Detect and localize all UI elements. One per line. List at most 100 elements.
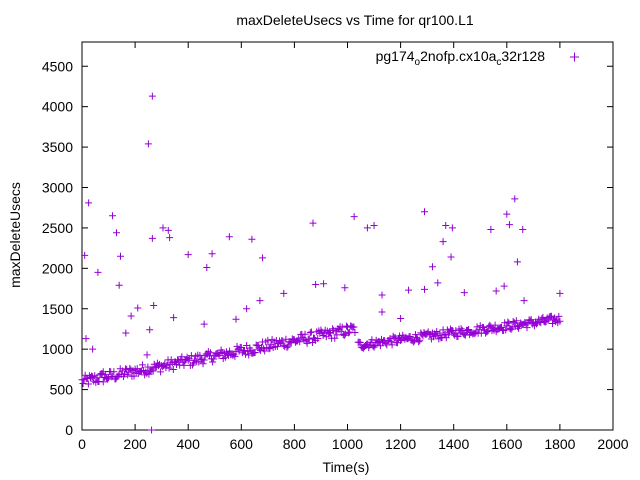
data-point <box>144 363 152 371</box>
data-point <box>413 334 421 342</box>
data-point <box>231 352 239 360</box>
data-point <box>184 356 192 364</box>
data-point-outlier <box>448 224 456 232</box>
data-point <box>301 330 309 338</box>
data-point-outlier <box>370 221 378 229</box>
data-point <box>502 326 510 334</box>
data-point <box>120 370 128 378</box>
data-point <box>491 321 499 329</box>
data-point-outlier <box>434 279 442 287</box>
y-axis-label: maxDeleteUsecs <box>7 182 23 288</box>
data-point <box>283 343 291 351</box>
y-tick-label: 4500 <box>42 58 73 74</box>
data-point-outlier <box>109 212 117 220</box>
data-point-outlier <box>312 281 320 288</box>
data-point-outlier <box>159 224 167 232</box>
data-point <box>145 370 153 378</box>
data-point <box>325 329 333 337</box>
data-point <box>210 355 218 363</box>
data-point <box>556 317 564 325</box>
data-point <box>157 368 165 376</box>
data-point <box>181 357 189 365</box>
data-point-outlier <box>280 289 288 297</box>
data-point-outlier <box>487 226 495 234</box>
data-point <box>544 316 552 324</box>
data-point-outlier <box>166 234 174 242</box>
data-point <box>442 334 450 342</box>
data-point <box>245 351 253 359</box>
data-point <box>512 317 520 325</box>
data-point <box>110 368 118 376</box>
data-point-outlier <box>200 320 208 328</box>
x-tick-label: 600 <box>230 436 254 452</box>
x-tick-label: 1200 <box>385 436 416 452</box>
data-point <box>350 323 358 331</box>
data-point <box>306 329 314 337</box>
data-point <box>333 331 341 339</box>
data-point-outlier <box>115 281 123 289</box>
data-point-outlier <box>232 315 240 323</box>
data-point <box>340 331 348 339</box>
data-point <box>555 312 563 320</box>
data-point-outlier <box>500 282 508 290</box>
data-point <box>303 339 311 347</box>
data-point <box>187 352 195 360</box>
data-point-outlier <box>225 233 233 241</box>
data-point-outlier <box>134 304 142 312</box>
y-tick-label: 2500 <box>42 220 73 236</box>
data-point-outlier <box>94 268 102 276</box>
data-point-outlier <box>113 229 121 237</box>
data-point <box>103 375 111 383</box>
data-point-outlier <box>519 226 527 234</box>
data-point <box>251 349 259 357</box>
data-point <box>391 334 399 342</box>
data-point <box>523 324 531 332</box>
data-point <box>93 374 101 382</box>
data-point <box>507 325 515 333</box>
data-point-outlier <box>505 221 513 229</box>
x-tick-label: 1800 <box>544 436 575 452</box>
x-tick-label: 1400 <box>438 436 469 452</box>
data-point-outlier <box>89 345 97 353</box>
y-tick-label: 3500 <box>42 139 73 155</box>
y-tick-label: 1500 <box>42 301 73 317</box>
legend-entry-label: pg174o2nofp.cx10ac32r128 <box>376 48 546 68</box>
data-point <box>295 335 303 343</box>
data-point <box>240 347 248 355</box>
data-point <box>305 335 313 343</box>
legend: pg174o2nofp.cx10ac32r128 <box>376 48 579 68</box>
data-point-outlier <box>460 289 468 297</box>
data-point <box>411 331 419 339</box>
x-tick-label: 0 <box>78 436 86 452</box>
data-point <box>279 337 287 345</box>
data-point-outlier <box>144 140 152 148</box>
data-point <box>209 358 217 366</box>
data-point-outlier <box>243 305 251 313</box>
data-point <box>130 372 138 380</box>
data-point <box>264 336 272 344</box>
data-point-outlier <box>439 238 447 246</box>
data-point-outlier <box>520 297 528 305</box>
x-tick-label: 1000 <box>332 436 363 452</box>
x-tick-label: 200 <box>123 436 147 452</box>
data-point <box>345 329 353 337</box>
data-point-outlier <box>511 195 519 203</box>
data-point-outlier <box>341 284 349 292</box>
data-point <box>368 336 376 344</box>
data-point-outlier <box>122 329 130 337</box>
data-point-outlier <box>378 308 386 316</box>
data-point-outlier <box>85 199 93 207</box>
data-point <box>284 342 292 350</box>
data-point <box>509 318 517 326</box>
data-point <box>114 372 122 380</box>
data-point-outlier <box>320 280 328 288</box>
data-point-outlier <box>513 258 521 266</box>
data-point-outlier <box>556 289 564 297</box>
data-point-outlier <box>170 314 178 322</box>
data-point-outlier <box>428 263 436 271</box>
data-point <box>351 328 359 336</box>
data-point <box>256 346 264 354</box>
data-point <box>415 338 423 346</box>
data-point-outlier <box>148 92 156 100</box>
data-point-outlier <box>82 335 90 343</box>
